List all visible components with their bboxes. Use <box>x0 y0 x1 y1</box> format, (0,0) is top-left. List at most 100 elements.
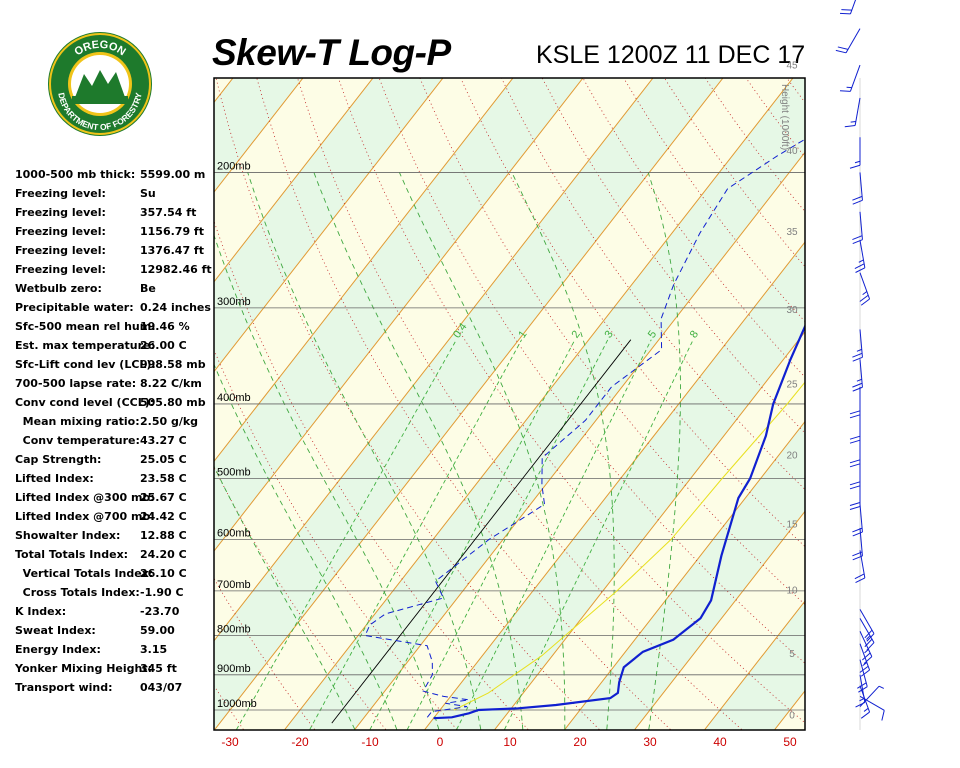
stat-value: 043/07 <box>140 681 183 694</box>
stat-value: 998.58 mb <box>140 358 206 371</box>
stat-row: Freezing level: 12982.46 ft <box>15 263 220 282</box>
wind-barbs <box>835 0 885 721</box>
pressure-label: 900mb <box>217 663 251 675</box>
isotherm-line <box>214 78 584 552</box>
moist-adiabat <box>398 172 566 730</box>
isotherm-line <box>494 330 805 730</box>
wind-barb-flag <box>860 669 870 677</box>
stat-row: Transport wind: 043/07 <box>15 681 220 700</box>
wind-barb <box>835 28 861 54</box>
wind-barb-flag <box>849 414 861 419</box>
wind-barb-flag <box>852 527 863 533</box>
isotherm-line <box>214 78 654 642</box>
x-tick-label: 0 <box>437 735 444 749</box>
pressure-label: 800mb <box>217 623 251 635</box>
mixing-ratio-line <box>406 339 609 730</box>
axis-labels: 200mb 300mb 400mb 500mb 600mb 700mb 800mb 900mb… <box>217 61 798 749</box>
wind-barb-half-flag <box>854 160 861 164</box>
stat-row: Precipitable water: 0.24 inches <box>15 301 220 320</box>
wind-barb <box>852 329 863 362</box>
moist-adiabat <box>313 172 524 730</box>
wind-barb <box>859 272 871 306</box>
wind-barb-flag <box>837 46 849 50</box>
wind-barb <box>859 643 871 677</box>
stat-row: 1000-500 mb thick: 5599.00 m <box>15 168 220 187</box>
stat-value: 24.20 C <box>140 548 187 561</box>
stat-value: 3.15 <box>140 643 168 656</box>
wind-barb <box>859 609 875 642</box>
wind-barb <box>857 659 868 693</box>
height-tick-label: 5 <box>789 649 795 660</box>
isotherm-line <box>284 78 794 730</box>
dewpoint-line <box>364 138 805 718</box>
stat-row: Sweat Index: 59.00 <box>15 624 220 643</box>
stat-row: Lifted Index: 23.58 C <box>15 472 220 491</box>
data-lines <box>364 138 805 720</box>
height-tick-label: 30 <box>786 305 798 316</box>
pressure-label: 200mb <box>217 160 251 172</box>
wind-barb <box>859 618 875 651</box>
x-tick-label: -30 <box>221 735 239 749</box>
stat-row: Vertical Totals Index: 26.10 C <box>15 567 220 586</box>
dry-adiabat <box>337 78 805 724</box>
x-tick-label: 30 <box>643 735 657 749</box>
wind-barb-flag <box>852 382 863 388</box>
stat-label: Lifted Index @700 mb: <box>15 510 155 523</box>
stat-value: 357.54 ft <box>140 206 197 219</box>
wind-barb-flag <box>835 49 847 54</box>
height-tick-label: 15 <box>786 519 798 530</box>
height-tick-label: 35 <box>786 227 798 238</box>
stat-value: 345 ft <box>140 662 177 675</box>
wind-barb-flag <box>866 633 875 642</box>
temperature-line <box>433 323 805 720</box>
isotherm-line <box>845 0 960 729</box>
wind-barb <box>849 386 861 419</box>
wind-barb-flag <box>855 577 866 584</box>
stat-row: Freezing level: 357.54 ft <box>15 206 220 225</box>
stat-label: Freezing level: <box>15 225 106 238</box>
wind-barb-flag <box>844 124 856 128</box>
height-tick-label: 10 <box>786 585 798 596</box>
stat-row: Cap Strength: 25.05 C <box>15 453 220 472</box>
wind-barb-half-flag <box>862 662 868 667</box>
wind-barb-half-flag <box>856 378 862 382</box>
wind-barb-flag <box>864 629 873 639</box>
chart-title: Skew-T Log-P <box>212 32 451 73</box>
stat-value: 23.58 C <box>140 472 187 485</box>
wind-barb-flag <box>849 481 861 486</box>
wind-barb-flag <box>849 485 861 490</box>
isotherm-line <box>214 78 724 730</box>
stat-label: Conv temperature: <box>15 434 140 447</box>
grid-lines <box>0 0 960 730</box>
stat-label: Est. max temperature: <box>15 339 155 352</box>
station-time-subtitle: KSLE 1200Z 11 DEC 17 <box>536 41 806 69</box>
wind-barb-shaft <box>859 504 863 533</box>
wind-barb-flag <box>852 555 863 561</box>
stat-label: Sfc-Lift cond lev (LCL): <box>15 358 156 371</box>
dry-adiabat <box>378 78 805 664</box>
wind-barb-half-flag <box>858 259 864 263</box>
height-tick-label: 25 <box>786 379 798 390</box>
stat-label: Lifted Index: <box>15 472 94 485</box>
isotherm-line <box>0 0 213 729</box>
stat-label: Cap Strength: <box>15 453 102 466</box>
x-tick-label: 20 <box>573 735 587 749</box>
height-tick-label: 40 <box>786 146 798 157</box>
stat-row: Freezing level: Su <box>15 187 220 206</box>
dry-adiabat <box>807 0 960 729</box>
wind-barb-flag <box>858 686 868 693</box>
wind-barb-flag <box>849 506 861 510</box>
stat-value: 505.80 mb <box>140 396 206 409</box>
pressure-label: 300mb <box>217 296 251 308</box>
wind-barb <box>855 674 866 708</box>
stat-label: Energy Index: <box>15 643 101 656</box>
isotherm-bands <box>214 78 805 730</box>
wind-barb-half-flag <box>862 291 868 295</box>
stat-label: Yonker Mixing Height: <box>15 662 152 675</box>
wind-barb-half-flag <box>863 707 869 712</box>
moist-adiabat <box>214 465 356 730</box>
moist-adiabat <box>647 172 681 730</box>
stat-row: Freezing level: 1156.79 ft <box>15 225 220 244</box>
wind-barb <box>852 211 863 245</box>
wind-barb <box>852 504 863 537</box>
